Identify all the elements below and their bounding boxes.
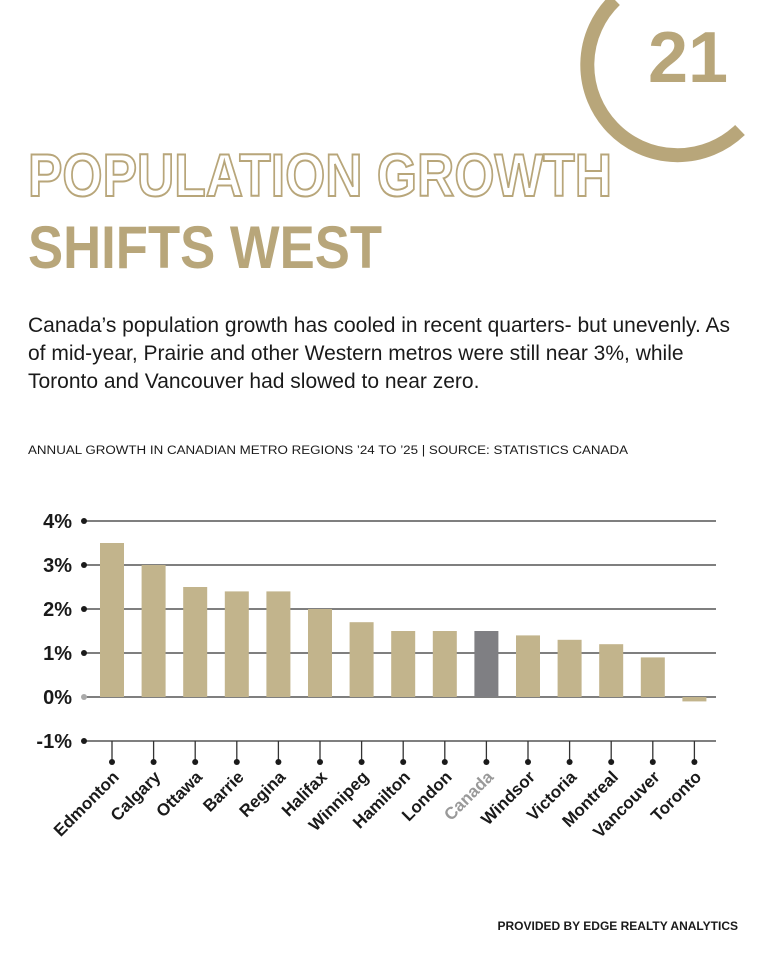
x-tick-dot (317, 759, 323, 765)
x-tick-dot (649, 759, 656, 765)
bar (474, 631, 499, 697)
bar (308, 609, 332, 697)
x-tick-dot (441, 759, 448, 765)
y-tick-label: 4% (43, 511, 72, 533)
x-tick-dot (150, 759, 157, 765)
bar (432, 631, 457, 697)
x-tick-label: Regina (236, 767, 290, 821)
bar (266, 591, 291, 697)
bar (640, 657, 665, 697)
x-tick-label: Ottawa (153, 767, 207, 821)
bar (141, 565, 166, 697)
y-tick-label: 0% (43, 687, 72, 709)
x-tick-dot (358, 759, 365, 765)
x-tick-dot (608, 759, 615, 765)
x-tick-dot (566, 759, 573, 765)
bar (557, 639, 582, 697)
x-tick-label: Edmonton (50, 767, 123, 840)
bar (391, 631, 416, 697)
x-tick-dot (275, 759, 282, 765)
y-tick-label: -1% (36, 731, 72, 753)
logo-ring (580, 0, 745, 163)
tick-dot (81, 694, 87, 700)
intro-text: Canada’s population growth has cooled in… (28, 314, 731, 393)
logo-text: 21 (648, 18, 728, 98)
bar (349, 622, 374, 697)
x-tick-dot (109, 759, 115, 765)
y-tick-label: 2% (43, 599, 72, 621)
x-tick-dot (400, 759, 407, 765)
bar (599, 644, 624, 697)
bar (183, 587, 208, 697)
x-tick-dot (691, 759, 698, 765)
tick-dot (81, 562, 87, 568)
footer: PROVIDED BY EDGE REALTY ANALYTICS (498, 919, 739, 933)
chart-title: ANNUAL GROWTH IN CANADIAN METRO REGIONS … (28, 445, 628, 457)
bar (224, 591, 249, 697)
bar (682, 697, 707, 702)
tick-dot (81, 738, 87, 744)
y-tick-label: 1% (43, 643, 72, 665)
x-tick-dot (233, 759, 240, 765)
bar (516, 635, 540, 697)
x-tick-dot (483, 759, 490, 765)
tick-dot (81, 606, 87, 612)
title-outline: POPULATION GROWTH (28, 142, 612, 209)
tick-dot (81, 650, 87, 656)
tick-dot (81, 518, 87, 524)
x-tick-dot (192, 759, 199, 765)
title: SHIFTS WEST (28, 214, 382, 281)
bar (100, 543, 124, 697)
x-tick-dot (525, 759, 531, 765)
y-tick-label: 3% (43, 555, 72, 577)
